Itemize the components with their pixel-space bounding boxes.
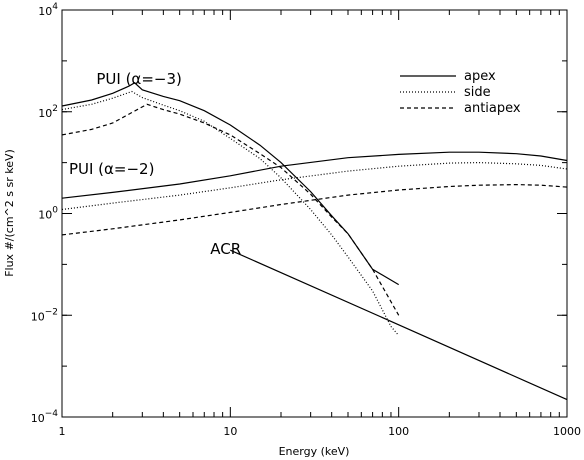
series-line-pui-2-antiapex [61,183,568,236]
y-tick-label: 104 [38,2,58,18]
series-line-pui-3-antiapex [61,103,400,316]
series-line-pui-3-side [61,90,400,336]
y-tick-label: 102 [38,104,58,120]
curve-annotations: PUI (α=−3) PUI (α=−2) ACR [69,70,241,258]
y-tick-label: 10−4 [31,409,59,425]
series-line-pui-2-apex [61,151,568,199]
annotation-pui-3: PUI (α=−3) [96,70,182,88]
legend-label-apex: apex [464,69,496,84]
x-tick-label: 100 [388,425,409,438]
x-tick-label: 10 [223,425,237,438]
annotation-acr: ACR [210,240,241,258]
y-tick-label: 10−2 [31,307,58,323]
series-line-pui-3-apex [61,82,400,286]
axis-ticks: 1 10 100 1000 10−4 10−2 100 102 104 [31,2,581,438]
y-axis-label: Flux #/(cm^2 s sr keV) [3,149,16,277]
legend-label-side: side [464,85,491,100]
y-tick-label: 100 [38,206,58,222]
series-line-acr-acr [230,249,568,401]
x-tick-label: 1 [59,425,66,438]
annotation-pui-2: PUI (α=−2) [69,160,155,178]
legend-label-antiapex: antiapex [464,101,521,116]
x-tick-label: 1000 [553,425,581,438]
plot-lines [61,82,568,401]
x-axis-label: Energy (keV) [279,445,350,458]
